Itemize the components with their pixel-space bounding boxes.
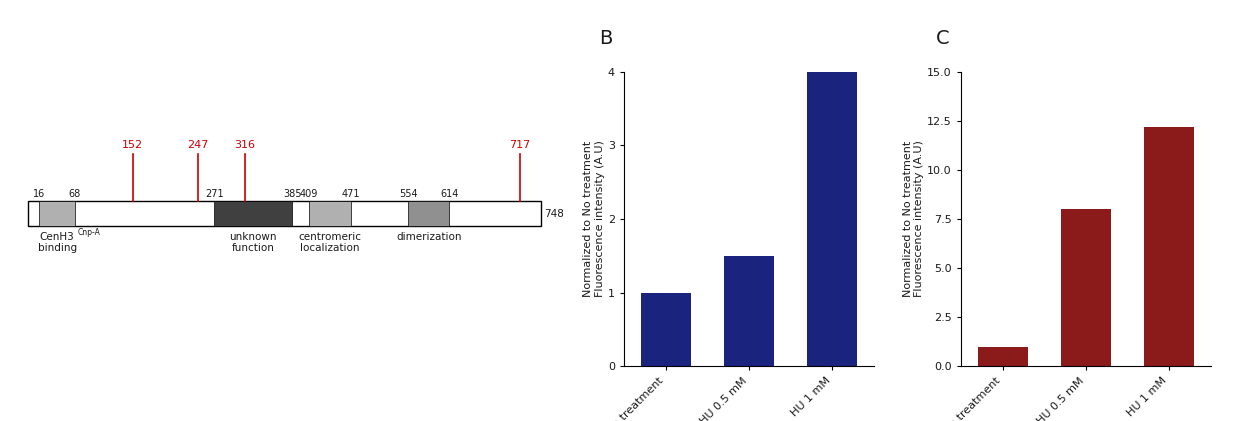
Bar xyxy=(977,346,1027,366)
Text: 316: 316 xyxy=(235,140,256,150)
Bar xyxy=(807,0,857,366)
Y-axis label: Normalized to No treatment
Fluorescence intensity (A.U): Normalized to No treatment Fluorescence … xyxy=(902,141,925,297)
Bar xyxy=(40,201,75,226)
Text: C: C xyxy=(936,29,950,48)
Bar xyxy=(724,256,774,366)
Text: 717: 717 xyxy=(509,140,530,150)
Text: 554: 554 xyxy=(399,189,417,199)
Bar xyxy=(640,293,690,366)
Text: CenH3
binding: CenH3 binding xyxy=(37,232,76,253)
Text: B: B xyxy=(599,29,613,48)
Text: Cnp-A: Cnp-A xyxy=(77,228,101,237)
Text: 152: 152 xyxy=(122,140,144,150)
Text: 471: 471 xyxy=(342,189,361,199)
Bar xyxy=(408,201,449,226)
Text: 409: 409 xyxy=(300,189,318,199)
Bar xyxy=(1061,209,1111,366)
Text: 385: 385 xyxy=(283,189,302,199)
Bar xyxy=(1144,127,1194,366)
Text: 271: 271 xyxy=(205,189,223,199)
Text: 748: 748 xyxy=(544,209,564,218)
Text: centromeric
localization: centromeric localization xyxy=(298,232,362,253)
Text: dimerization: dimerization xyxy=(396,232,462,242)
Text: 614: 614 xyxy=(441,189,458,199)
Bar xyxy=(215,201,292,226)
Y-axis label: Normalized to No treatment
Fluorescence intensity (A.U): Normalized to No treatment Fluorescence … xyxy=(584,141,605,297)
Bar xyxy=(29,201,542,226)
Text: 68: 68 xyxy=(69,189,81,199)
Text: 16: 16 xyxy=(34,189,45,199)
Text: unknown
function: unknown function xyxy=(230,232,277,253)
Text: 247: 247 xyxy=(187,140,208,150)
Bar xyxy=(308,201,351,226)
